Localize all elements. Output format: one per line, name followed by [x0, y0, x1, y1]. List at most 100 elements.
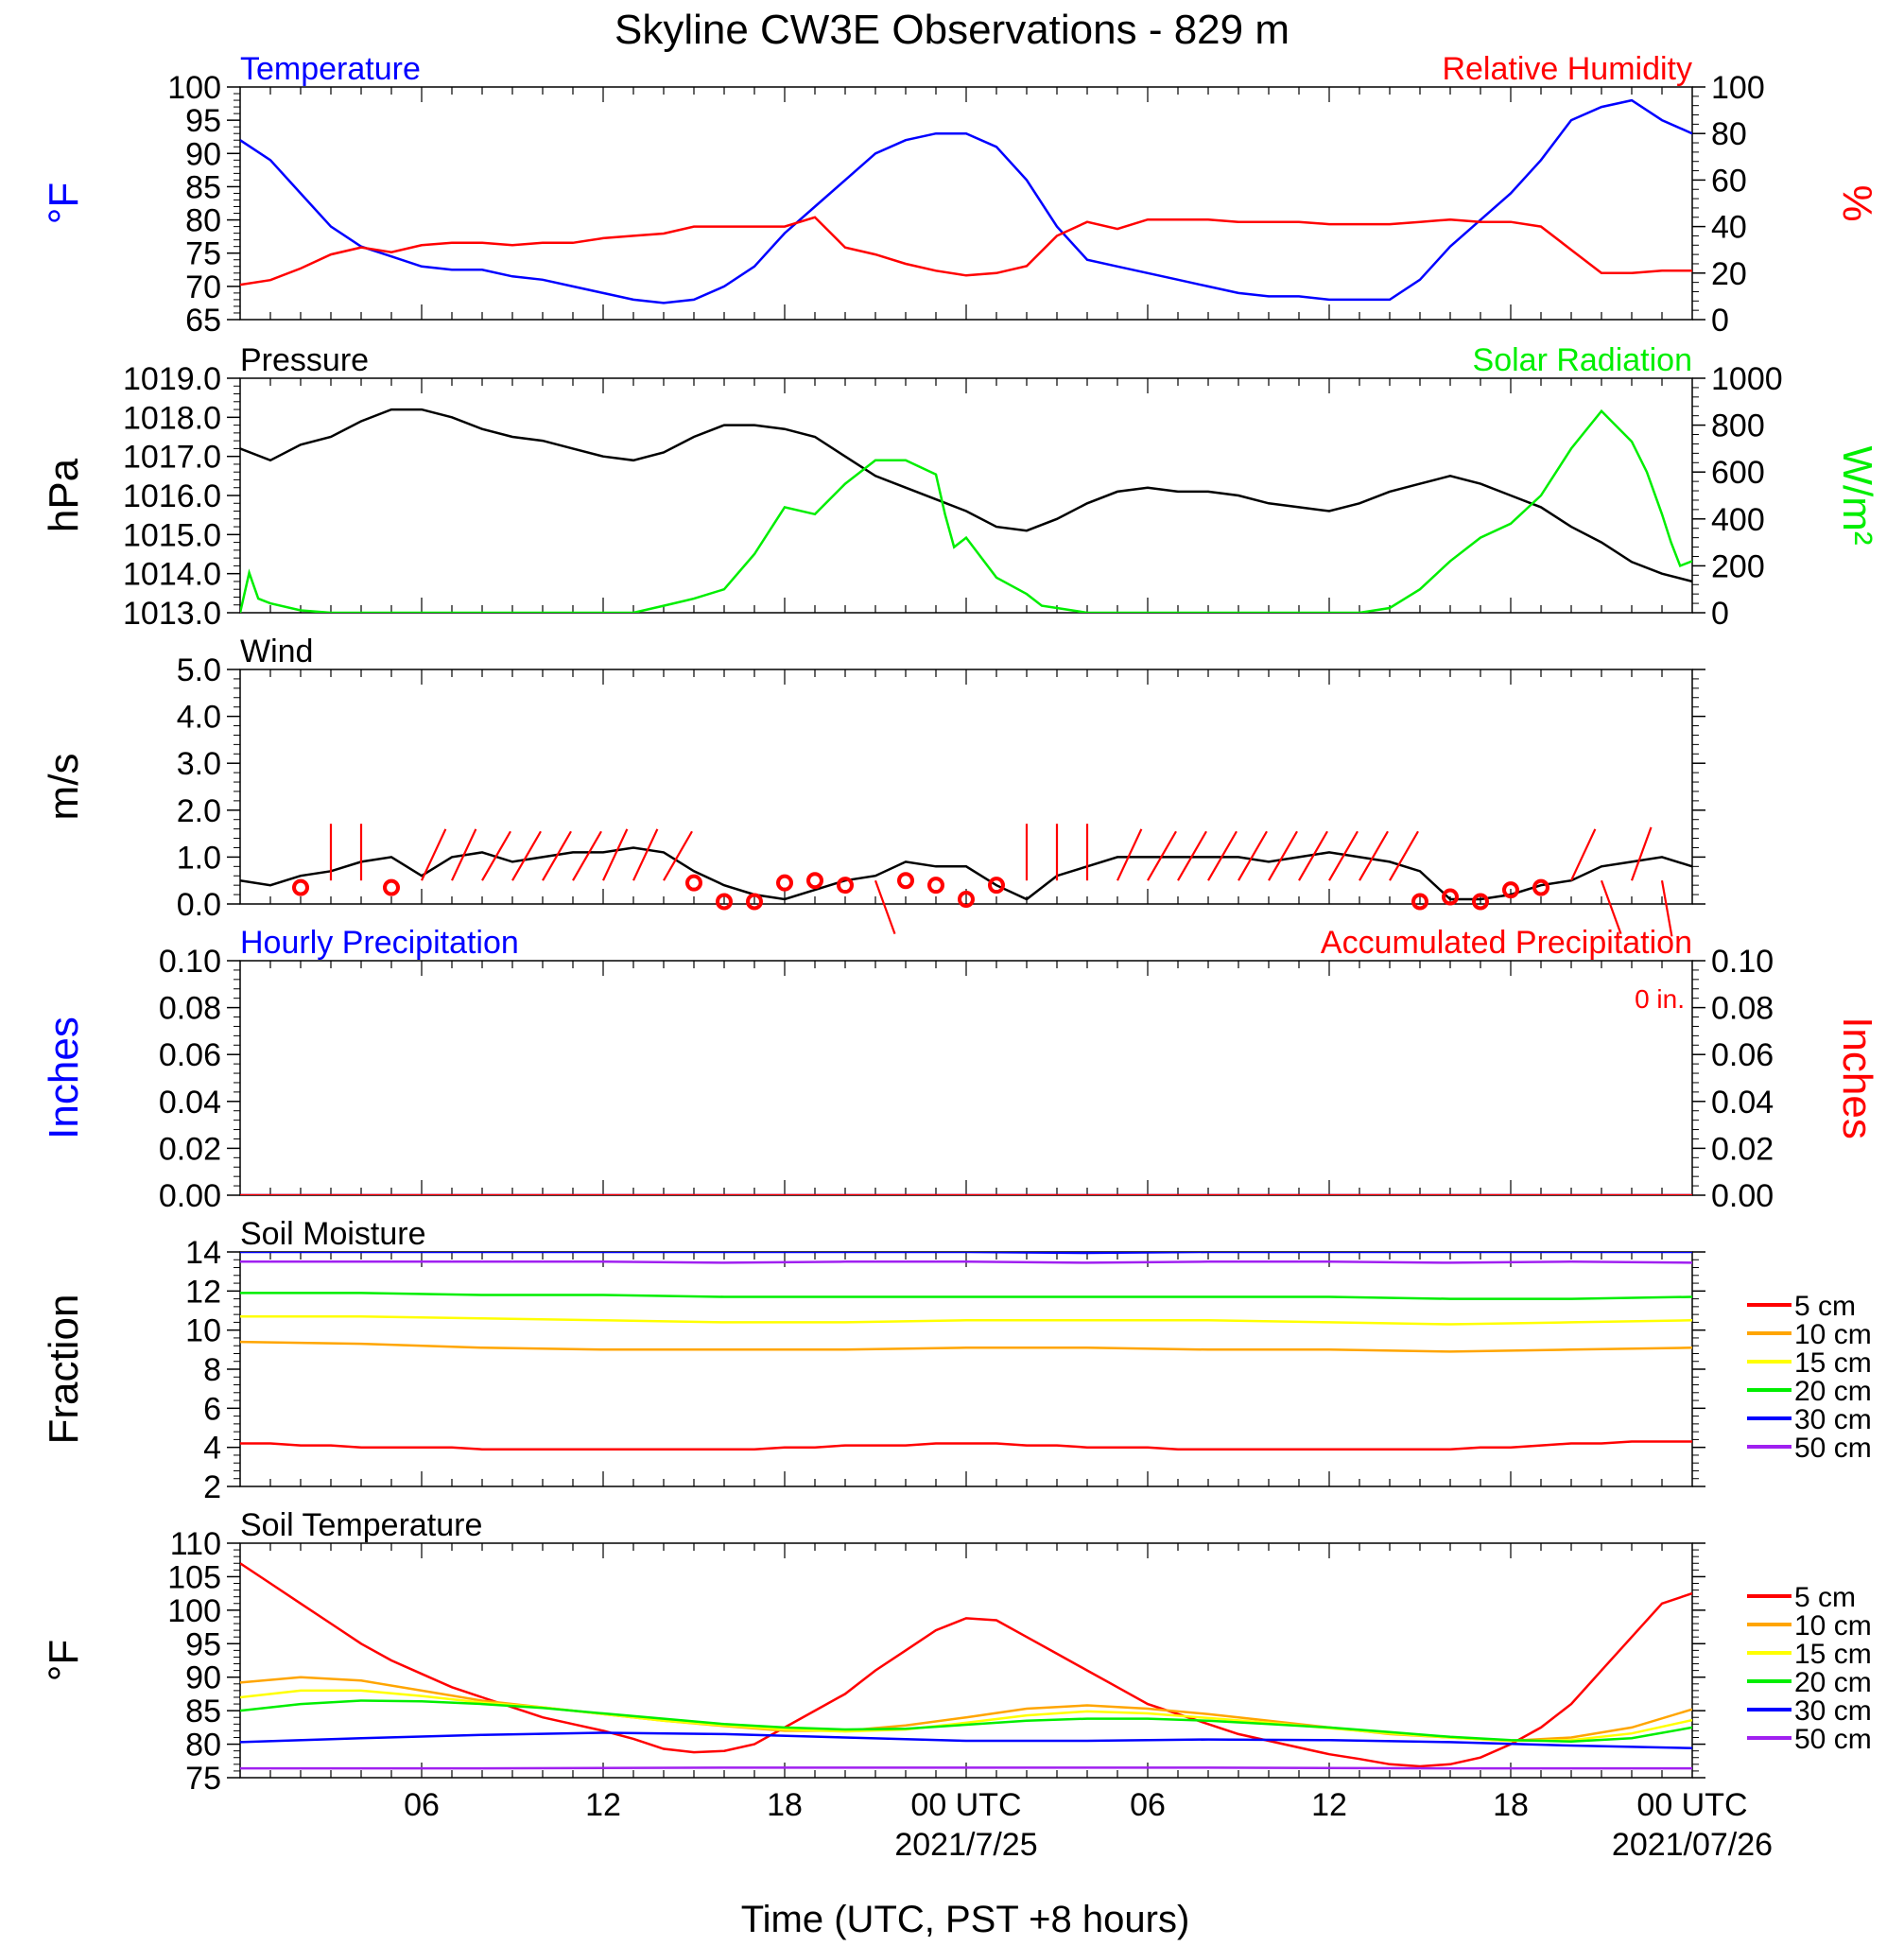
panel-frame	[239, 960, 1693, 1196]
x-tick-label: 06	[1130, 1787, 1166, 1823]
panel-title: Wind	[240, 634, 313, 669]
wind-calm-marker	[292, 878, 309, 896]
y-tick-label: 8	[203, 1352, 221, 1388]
right-tick-label: 40	[1711, 210, 1747, 246]
legend-label: 10 cm	[1794, 1319, 1872, 1350]
x-date-label: 2021/07/26	[1612, 1827, 1773, 1863]
wind-barb	[1600, 879, 1622, 934]
y-tick-label: 10	[185, 1313, 221, 1349]
series-line	[240, 846, 1692, 901]
y-tick-label: 100	[167, 70, 221, 106]
legend-label: 5 cm	[1794, 1291, 1856, 1322]
series-line	[240, 216, 1692, 287]
left-unit: Inches	[41, 1016, 87, 1139]
right-tick-label: 200	[1711, 548, 1765, 584]
legend-label: 20 cm	[1794, 1667, 1872, 1698]
y-tick-label: 70	[185, 269, 221, 305]
x-tick-label: 18	[1493, 1787, 1529, 1823]
y-tick-label: 105	[167, 1559, 221, 1595]
series-line	[240, 1260, 1692, 1264]
right-tick-label: 60	[1711, 163, 1747, 199]
right-unit: %	[1834, 184, 1880, 221]
left-unit: m/s	[41, 754, 87, 821]
wind-calm-marker	[988, 877, 1005, 895]
wind-calm-marker	[685, 874, 702, 892]
y-tick-label: 95	[185, 103, 221, 139]
y-tick-label: 1019.0	[123, 361, 221, 397]
right-tick-label: 1000	[1711, 361, 1783, 397]
wind-calm-marker	[806, 872, 823, 890]
wind-barb	[1389, 830, 1419, 881]
series-line	[240, 1699, 1692, 1743]
wind-barb	[632, 828, 659, 881]
panel-title: Soil Moisture	[240, 1216, 426, 1252]
wind-barb	[1238, 830, 1268, 881]
wind-calm-marker	[837, 877, 854, 895]
panel-wind: 5.0 4.0 3.0 2.0 1.0 0.0 Wind m/s	[41, 634, 1705, 937]
series-line	[240, 408, 1692, 583]
chart-title: Skyline CW3E Observations - 829 m	[614, 7, 1290, 53]
y-tick-label: 85	[185, 1694, 221, 1729]
y-tick-label: 90	[185, 1660, 221, 1696]
x-tick-label: 00 UTC	[910, 1787, 1021, 1823]
series-line	[240, 1562, 1692, 1768]
series-line	[240, 408, 1692, 613]
legend-label: 30 cm	[1794, 1404, 1872, 1435]
panel-precip: 0.10 0.08 0.06 0.04 0.02 0.00 0.10 0.08 0.06 0.04…	[41, 925, 1880, 1214]
x-tick-label: 12	[1311, 1787, 1347, 1823]
right-tick-label: 0	[1711, 303, 1729, 339]
wind-barb	[1207, 830, 1238, 881]
series-line	[240, 1314, 1692, 1326]
panel-right-title: Accumulated Precipitation	[1321, 925, 1692, 961]
right-tick-label: 0.08	[1711, 991, 1774, 1027]
right-tick-label: 0	[1711, 596, 1729, 632]
legend-label: 10 cm	[1794, 1610, 1872, 1642]
y-tick-label: 0.00	[159, 1178, 221, 1214]
panel-right-title: Solar Radiation	[1473, 342, 1692, 378]
wind-barb	[451, 828, 477, 881]
panel-frame	[239, 1251, 1693, 1487]
panel-title: Soil Temperature	[240, 1507, 482, 1543]
legend-label: 30 cm	[1794, 1695, 1872, 1727]
y-tick-label: 65	[185, 303, 221, 339]
wind-barb	[572, 830, 602, 881]
y-tick-label: 95	[185, 1626, 221, 1662]
wind-barb	[511, 830, 542, 881]
y-tick-label: 2.0	[177, 793, 221, 829]
right-tick-label: 800	[1711, 408, 1765, 444]
y-tick-label: 12	[185, 1274, 221, 1310]
panel-note: 0 in.	[1635, 984, 1685, 1014]
y-tick-label: 85	[185, 169, 221, 205]
y-tick-label: 0.04	[159, 1085, 221, 1121]
y-tick-label: 1017.0	[123, 440, 221, 476]
y-tick-label: 5.0	[177, 652, 221, 688]
legend-label: 50 cm	[1794, 1433, 1872, 1464]
y-tick-label: 110	[170, 1526, 221, 1562]
y-tick-label: 1014.0	[123, 557, 221, 593]
wind-calm-marker	[716, 893, 733, 911]
right-tick-label: 0.00	[1711, 1178, 1774, 1214]
y-tick-label: 6	[203, 1391, 221, 1427]
y-tick-label: 4.0	[177, 700, 221, 736]
wind-barb	[1630, 826, 1653, 881]
y-tick-label: 90	[185, 136, 221, 172]
y-tick-label: 0.0	[177, 887, 221, 923]
x-tick-label: 06	[404, 1787, 440, 1823]
series-line	[240, 98, 1692, 304]
wind-calm-marker	[746, 893, 763, 911]
y-tick-label: 0.06	[159, 1037, 221, 1073]
left-unit: hPa	[41, 458, 87, 532]
y-tick-label: 1016.0	[123, 478, 221, 514]
right-unit: Inches	[1834, 1016, 1880, 1139]
y-tick-label: 80	[185, 1728, 221, 1764]
y-tick-label: 75	[185, 236, 221, 272]
legend-label: 20 cm	[1794, 1376, 1872, 1407]
right-unit: W/m²	[1834, 445, 1880, 545]
right-tick-label: 0.04	[1711, 1085, 1774, 1121]
panel-right-title: Relative Humidity	[1442, 51, 1692, 87]
y-tick-label: 14	[185, 1235, 221, 1271]
